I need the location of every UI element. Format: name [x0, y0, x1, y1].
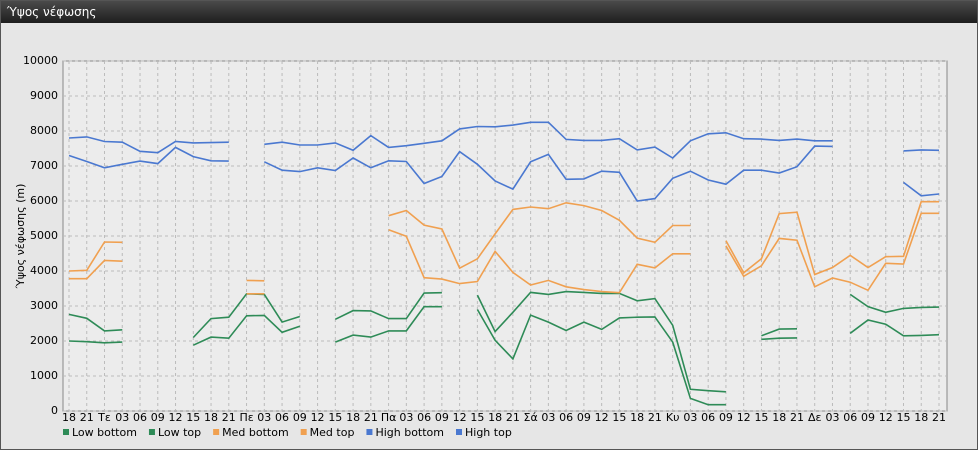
x-tick-label: 03	[825, 411, 839, 424]
x-tick-label: 21	[648, 411, 662, 424]
y-tick-label: 3000	[30, 299, 58, 312]
x-tick-label: 15	[754, 411, 768, 424]
legend-label: Med bottom	[222, 426, 289, 439]
legend-marker	[148, 429, 155, 435]
x-tick-label: 18	[204, 411, 218, 424]
legend-marker	[456, 429, 462, 435]
x-tick-label: 15	[896, 411, 910, 424]
x-tick-label: Πε	[239, 411, 253, 424]
x-tick-label: Πα	[381, 411, 397, 424]
x-tick-label: 03	[399, 411, 413, 424]
x-tick-label: 18	[62, 411, 76, 424]
x-tick-label: 15	[612, 411, 626, 424]
series-line	[69, 212, 939, 295]
x-tick-label: 06	[133, 411, 147, 424]
x-tick-label: 12	[595, 411, 609, 424]
x-tick-label: Τε	[97, 411, 111, 424]
x-tick-label: 09	[577, 411, 591, 424]
x-tick-label: 18	[630, 411, 644, 424]
plot-area	[62, 60, 948, 412]
x-tick-label: 06	[843, 411, 857, 424]
x-tick-label: 06	[275, 411, 289, 424]
x-tick-label: Σά	[524, 411, 538, 424]
x-tick-label: 21	[790, 411, 804, 424]
legend-label: High top	[465, 426, 512, 439]
title-bar: Ύψος νέφωσης	[1, 1, 977, 23]
legend-label: High bottom	[375, 426, 444, 439]
x-tick-label: 09	[293, 411, 307, 424]
legend-marker	[213, 429, 220, 435]
x-tick-label: 15	[186, 411, 200, 424]
x-tick-label: 06	[559, 411, 573, 424]
legend-marker	[366, 429, 373, 435]
x-tick-label: 09	[719, 411, 733, 424]
x-tick-label: 03	[541, 411, 555, 424]
series-line	[68, 200, 939, 282]
y-tick-label: 0	[51, 404, 58, 417]
series-line	[68, 305, 940, 406]
y-tick-label: 6000	[30, 194, 58, 207]
y-tick-label: 10000	[23, 54, 58, 67]
x-tick-label: 12	[169, 411, 183, 424]
y-tick-label: 4000	[30, 264, 58, 277]
x-tick-label: 12	[453, 411, 467, 424]
x-tick-label: 21	[364, 411, 378, 424]
chart: Ύψος νέφωσης (m) 0 1000 2000 3000 4000 5000 60…	[14, 54, 948, 439]
x-tick-label: 06	[417, 411, 431, 424]
y-tick-label: 5000	[30, 229, 58, 242]
x-tick-label: 18	[914, 411, 928, 424]
x-tick-label: 09	[861, 411, 875, 424]
legend-marker	[63, 429, 69, 435]
x-tick-label: 21	[80, 411, 94, 424]
x-tick-label: 03	[257, 411, 271, 424]
x-tick-label: 12	[879, 411, 893, 424]
y-axis-label: Ύψος νέφωσης (m)	[14, 184, 27, 290]
x-tick-label: 12	[737, 411, 751, 424]
x-tick-label: 15	[470, 411, 484, 424]
x-tick-label: 09	[435, 411, 449, 424]
x-tick-label: 21	[506, 411, 520, 424]
x-tick-label: 06	[701, 411, 715, 424]
y-tick-label: 9000	[30, 89, 58, 102]
x-tick-label: 18	[772, 411, 786, 424]
x-tick-label: 03	[115, 411, 129, 424]
x-tick-label: Κυ	[666, 411, 680, 424]
x-tick-label: 18	[488, 411, 502, 424]
y-tick-label: 7000	[30, 159, 58, 172]
series-line	[68, 121, 940, 160]
x-tick-label: Δε	[808, 411, 822, 424]
x-tick-label: 15	[328, 411, 342, 424]
y-tick-label: 1000	[30, 369, 58, 382]
x-tick-label: 21	[222, 411, 236, 424]
y-tick-label: 8000	[30, 124, 58, 137]
x-tick-label: 03	[683, 411, 697, 424]
legend-marker	[300, 429, 307, 435]
x-tick-label: 18	[346, 411, 360, 424]
legend-label: Low top	[158, 426, 201, 439]
legend-label: Med top	[310, 426, 355, 439]
y-tick-label: 2000	[30, 334, 58, 347]
series-line	[68, 145, 940, 202]
x-tick-label: 12	[311, 411, 325, 424]
legend-label: Low bottom	[72, 426, 137, 439]
x-tick-label: 09	[151, 411, 165, 424]
x-tick-label: 21	[932, 411, 946, 424]
